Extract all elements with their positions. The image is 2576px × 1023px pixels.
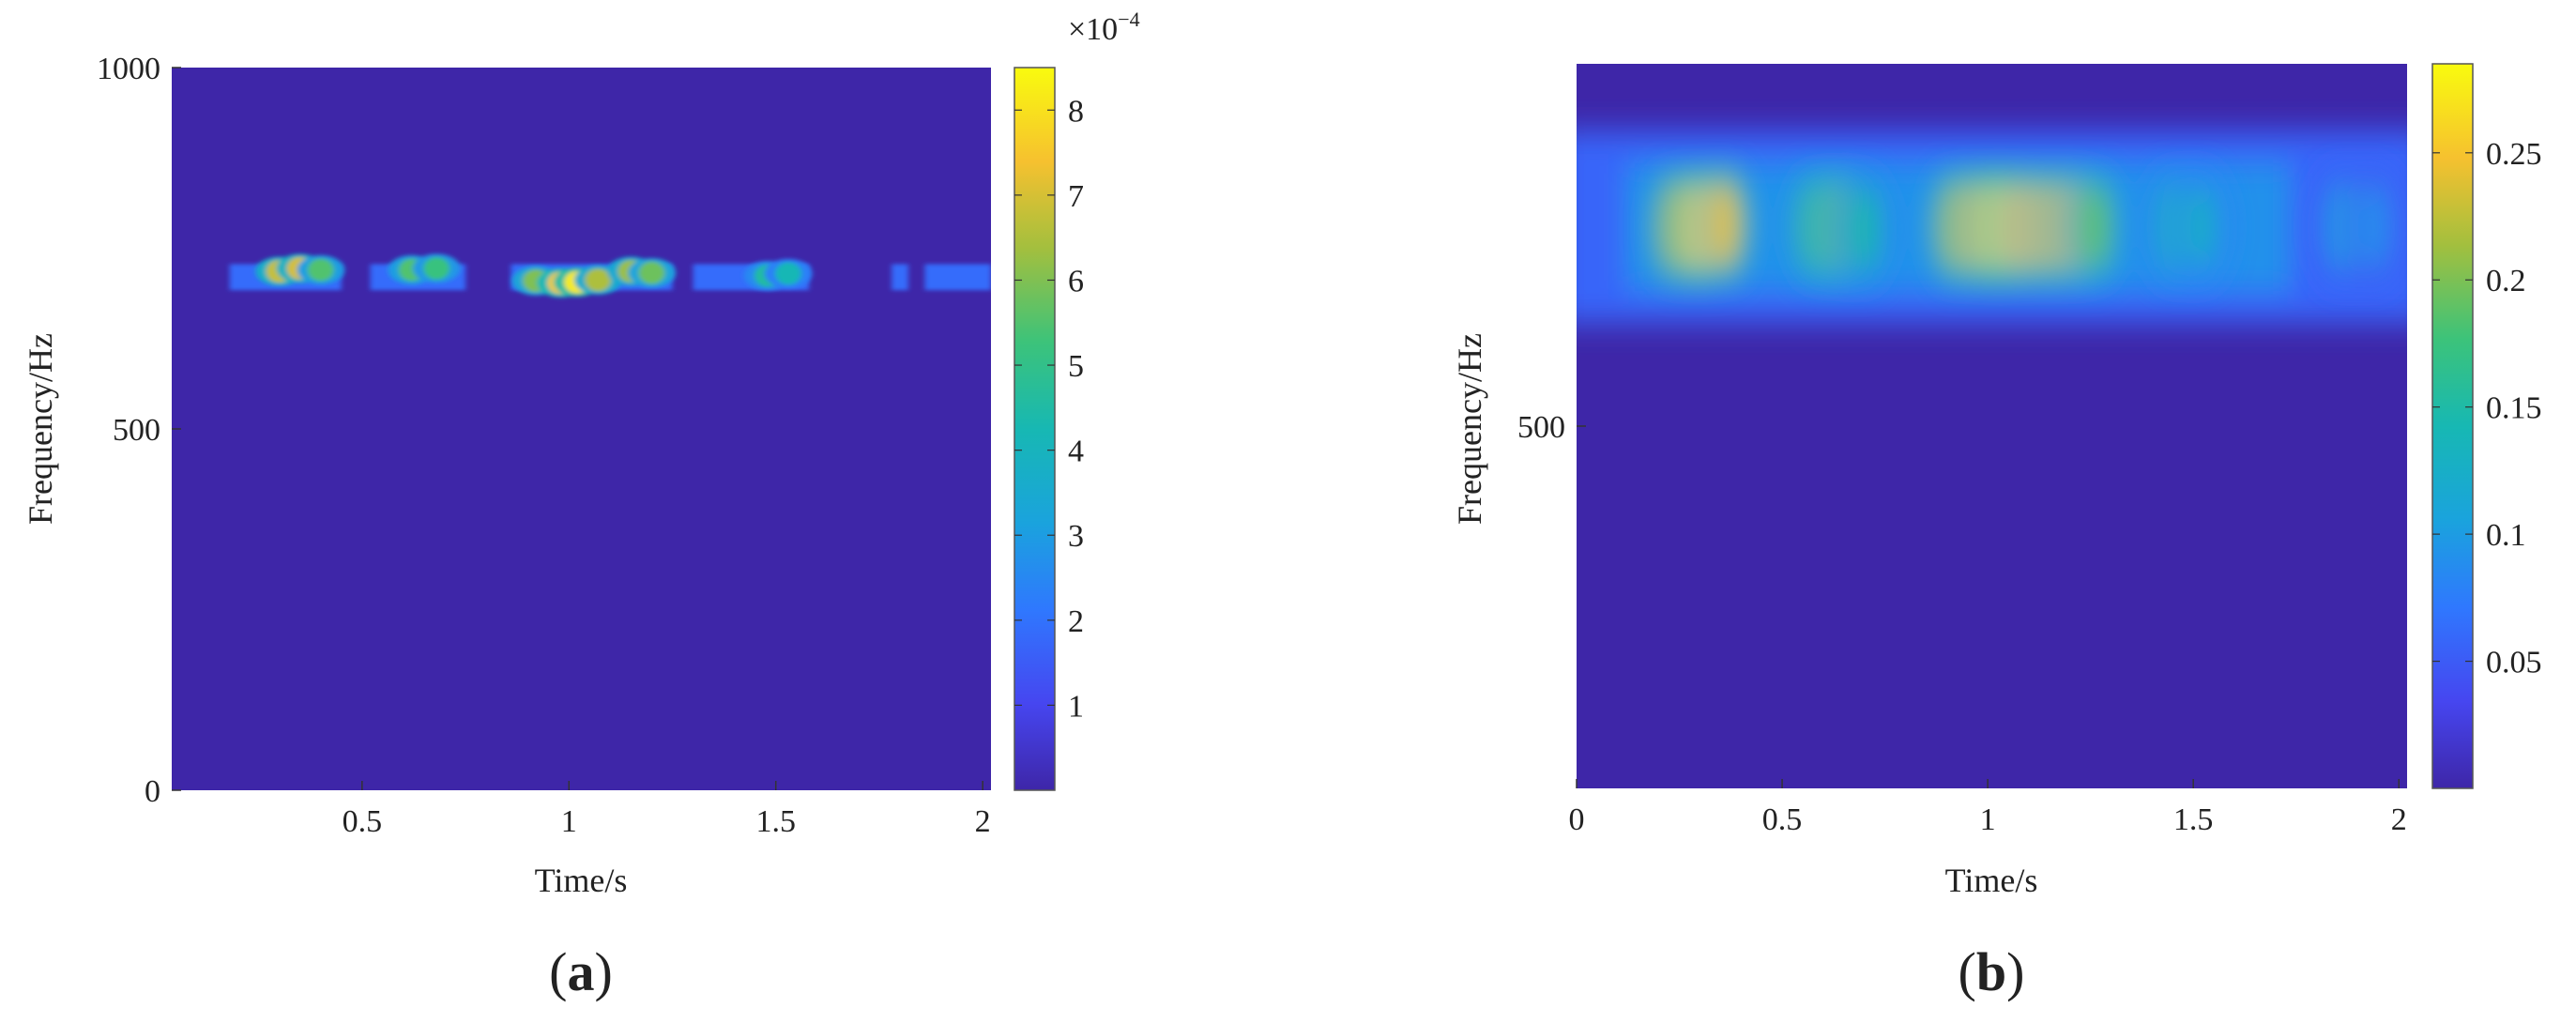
colorbar-tick-label: 0.25 bbox=[2486, 137, 2542, 172]
hotspot bbox=[1709, 179, 1740, 270]
x-axis-a: 0.5 1 1.5 2 bbox=[343, 781, 991, 839]
x-tick-label: 2 bbox=[2391, 802, 2407, 837]
colorbar-tick-label: 4 bbox=[1068, 435, 1084, 469]
y-axis-b: 500 bbox=[1517, 410, 1586, 445]
x-tick-label: 0 bbox=[1569, 802, 1585, 837]
y-axis-label-b: Frequency/Hz bbox=[1451, 333, 1488, 525]
x-tick-label: 1.5 bbox=[2173, 802, 2214, 837]
colorbar-tick-label: 1 bbox=[1068, 689, 1084, 724]
y-tick-label: 500 bbox=[1517, 410, 1565, 445]
x-axis-label-a: Time/s bbox=[535, 862, 628, 899]
y-axis-a: 0 500 1000 bbox=[97, 52, 181, 809]
heatmap-b bbox=[1577, 130, 2407, 324]
colorbar-tick-label: 0.15 bbox=[2486, 391, 2542, 426]
heatmap-a bbox=[229, 253, 991, 298]
hotspot bbox=[2080, 181, 2111, 272]
band-segment bbox=[924, 264, 991, 291]
hotspot bbox=[2325, 181, 2356, 272]
x-axis-b: 0 0.5 1 1.5 2 bbox=[1569, 779, 2407, 837]
x-tick-label: 2 bbox=[975, 804, 991, 839]
hotspot bbox=[2186, 181, 2217, 272]
x-axis-label-b: Time/s bbox=[1945, 862, 2038, 899]
y-tick-label: 1000 bbox=[97, 52, 160, 86]
colorbar-tick-label: 0.05 bbox=[2486, 646, 2542, 680]
x-tick-label: 1.5 bbox=[755, 804, 796, 839]
panel-label-a: (a) bbox=[549, 941, 613, 1002]
y-tick-label: 500 bbox=[113, 413, 160, 448]
panel-label-b: (b) bbox=[1959, 941, 2025, 1002]
y-tick-label: 0 bbox=[145, 774, 160, 809]
hotspots-b bbox=[1648, 165, 2401, 288]
hotspots-a bbox=[255, 253, 813, 298]
colorbar-ticks-b: 0.05 0.1 0.15 0.2 0.25 bbox=[2432, 137, 2542, 680]
colorbar-tick-label: 5 bbox=[1068, 349, 1084, 384]
colorbar-b bbox=[2431, 63, 2474, 789]
panel-a: 0.5 1 1.5 2 0 500 1000 Time/s Frequency/Hz 1 2… bbox=[22, 8, 1140, 1002]
hotspot bbox=[423, 257, 450, 281]
colorbar-multiplier-a: ×10−4 bbox=[1068, 8, 1140, 47]
hotspot bbox=[774, 262, 801, 285]
hotspot bbox=[1849, 184, 1880, 275]
x-tick-label: 0.5 bbox=[343, 804, 383, 839]
hotspot bbox=[307, 258, 334, 282]
x-tick-label: 1 bbox=[561, 804, 577, 839]
colorbar-tick-label: 6 bbox=[1068, 264, 1084, 298]
y-axis-label-a: Frequency/Hz bbox=[22, 333, 59, 525]
colorbar-a bbox=[1014, 67, 1056, 791]
plot-area-a bbox=[172, 68, 991, 790]
colorbar-tick-label: 0.1 bbox=[2486, 518, 2526, 553]
hotspot bbox=[2358, 181, 2389, 272]
x-tick-label: 1 bbox=[1980, 802, 1996, 837]
hotspot bbox=[585, 268, 612, 292]
x-tick-label: 0.5 bbox=[1762, 802, 1803, 837]
colorbar-ticks-a: 1 2 3 4 5 6 7 8 bbox=[1014, 94, 1084, 724]
colorbar-tick-label: 2 bbox=[1068, 604, 1084, 639]
band-segment bbox=[892, 264, 908, 291]
colorbar-tick-label: 8 bbox=[1068, 94, 1084, 129]
panel-b: 0 0.5 1 1.5 2 500 Time/s Frequency/Hz 0.050.… bbox=[1451, 63, 2542, 1002]
colorbar-tick-label: 7 bbox=[1068, 179, 1084, 214]
colorbar-tick-label: 3 bbox=[1068, 519, 1084, 554]
colorbar-tick-label: 0.2 bbox=[2486, 264, 2526, 298]
hotspot bbox=[638, 261, 665, 284]
